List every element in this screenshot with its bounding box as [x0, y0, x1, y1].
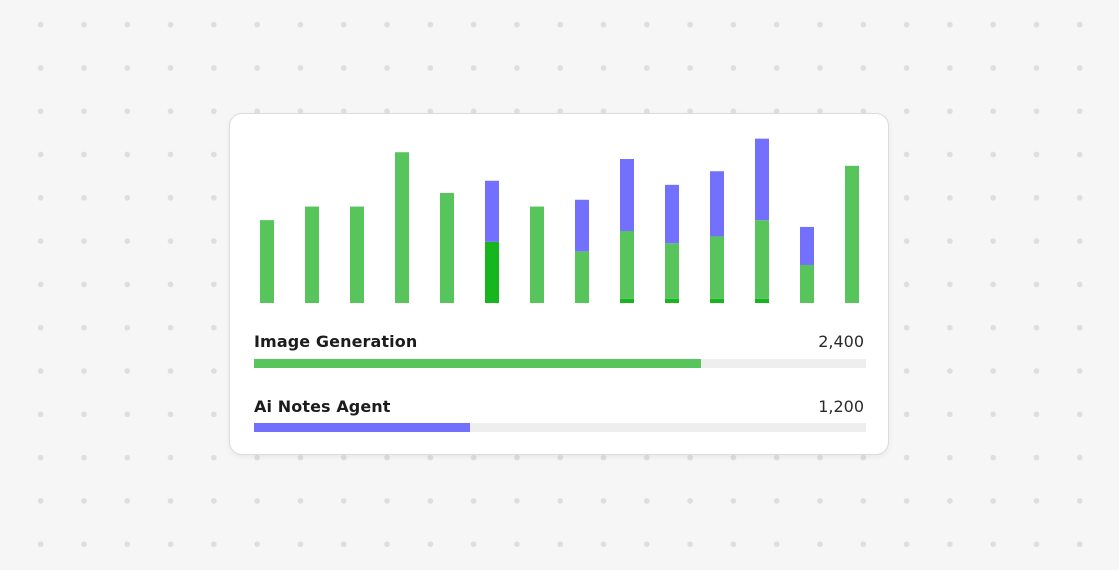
- usage-bar-chart: [260, 138, 859, 303]
- progress-fill-image-generation: [254, 359, 701, 368]
- bar-6-segment-2: [485, 241, 499, 303]
- bar-12-segment-3: [755, 138, 769, 221]
- bar-8-segment-1: [575, 251, 589, 303]
- progress-track-image-generation: [254, 359, 866, 368]
- bar-12-segment-1: [755, 220, 769, 299]
- metric-value-image-generation: 2,400: [818, 332, 864, 351]
- bar-10-segment-2: [665, 298, 679, 303]
- bar-11-segment-2: [710, 298, 724, 303]
- bar-13-segment-3: [800, 226, 814, 265]
- bar-13-segment-1: [800, 264, 814, 303]
- bar-3-segment-1: [350, 206, 364, 303]
- progress-fill-ai-notes-agent: [254, 423, 471, 432]
- bar-9-segment-2: [620, 298, 634, 303]
- metric-label-ai-notes-agent: Ai Notes Agent: [254, 397, 391, 416]
- bar-7-segment-1: [530, 206, 544, 303]
- bar-6-segment-3: [485, 180, 499, 242]
- bar-4-segment-1: [395, 152, 409, 303]
- bar-2-segment-1: [305, 206, 319, 303]
- usage-card: Image Generation 2,400 Ai Notes Agent 1,…: [229, 113, 889, 455]
- bar-1-segment-1: [260, 220, 274, 303]
- bar-5-segment-1: [440, 192, 454, 303]
- metric-value-ai-notes-agent: 1,200: [818, 397, 864, 416]
- metric-label-image-generation: Image Generation: [254, 332, 418, 351]
- progress-track-ai-notes-agent: [254, 423, 866, 432]
- bar-14-segment-1: [845, 165, 859, 303]
- bar-8-segment-3: [575, 199, 589, 252]
- bar-11-segment-3: [710, 171, 724, 237]
- bar-12-segment-2: [755, 298, 769, 303]
- bar-11-segment-1: [710, 236, 724, 299]
- bar-9-segment-1: [620, 231, 634, 299]
- bar-10-segment-3: [665, 184, 679, 244]
- bar-10-segment-1: [665, 243, 679, 299]
- bar-9-segment-3: [620, 159, 634, 232]
